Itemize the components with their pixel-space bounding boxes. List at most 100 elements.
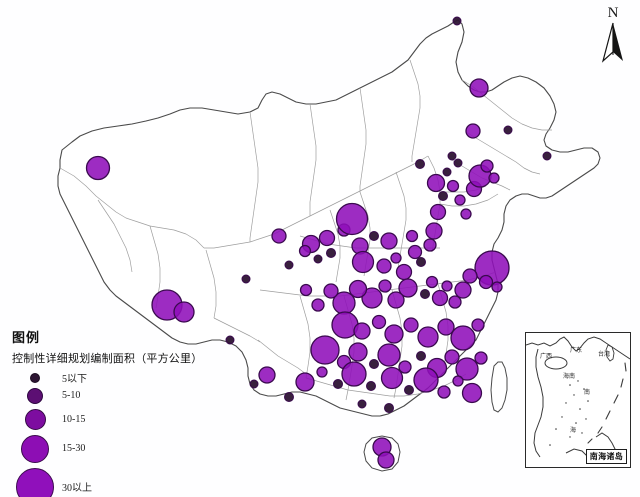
bubble-symbol	[348, 342, 368, 362]
legend-swatch	[12, 465, 58, 497]
bubble-symbol	[448, 295, 462, 309]
bubble-symbol	[271, 228, 287, 244]
bubble-symbol	[398, 278, 418, 298]
bubble-symbol	[426, 173, 446, 193]
bubble-symbol	[369, 231, 379, 241]
inset-title: 南海诸岛	[585, 449, 627, 464]
bubble-symbol	[474, 351, 488, 365]
bubble-symbol	[461, 382, 483, 404]
legend-circle-icon	[27, 387, 43, 404]
legend-circle-icon	[29, 372, 41, 383]
bubble-symbol	[341, 361, 367, 387]
bubble-symbol	[366, 381, 376, 391]
bubble-symbol	[298, 244, 312, 258]
inset-place-label: 广西	[540, 354, 553, 360]
bubble-symbol	[310, 335, 340, 365]
bubble-symbol	[316, 366, 328, 378]
bubble-symbol	[480, 159, 494, 173]
bubble-symbol	[380, 366, 404, 390]
bubble-symbol	[420, 289, 430, 299]
bubble-symbol	[417, 326, 439, 348]
bubble-symbol	[454, 281, 472, 299]
bubble-symbol	[415, 159, 425, 169]
bubble-symbol	[357, 399, 367, 409]
taiwan-outline	[490, 361, 508, 413]
bubble-symbol	[376, 258, 392, 274]
bubble-symbol	[446, 179, 460, 193]
inset-place-label: 广东	[570, 348, 583, 354]
legend-circle-icon	[24, 408, 46, 430]
inset-place-label: 台湾	[598, 352, 611, 358]
legend-label: 10-15	[62, 413, 86, 425]
bubble-symbol	[225, 335, 235, 345]
bubble-symbol	[416, 351, 426, 361]
bubble-symbol	[452, 375, 464, 387]
legend-row: 30以上	[12, 465, 222, 497]
bubble-symbol	[249, 379, 259, 389]
bubble-symbol	[404, 385, 414, 395]
bubble-symbol	[377, 343, 401, 367]
bubble-symbol	[295, 372, 315, 392]
legend-row: 5以下	[12, 370, 222, 385]
bubble-symbol	[403, 317, 419, 333]
bubble-symbol	[471, 318, 485, 332]
bubble-symbol	[348, 279, 368, 299]
bubble-symbol	[454, 194, 466, 206]
bubble-symbol	[442, 167, 452, 177]
bubble-symbol	[444, 349, 460, 365]
bubble-symbol	[441, 280, 453, 292]
legend-label: 15-30	[62, 443, 86, 455]
south-china-sea-inset-map: 广西 广东 台湾 海南南海 南海诸岛	[525, 332, 631, 468]
bubble-symbol	[423, 238, 437, 252]
bubble-symbol	[85, 155, 111, 181]
bubble-symbol	[462, 268, 478, 284]
bubble-symbol	[284, 392, 294, 402]
legend-swatch	[12, 370, 58, 385]
bubble-symbol	[384, 324, 404, 344]
legend-label: 30以上	[62, 483, 92, 495]
bubble-symbol	[371, 314, 387, 330]
bubble-symbol	[384, 403, 394, 413]
bubble-symbol	[353, 322, 371, 340]
bubble-symbol	[491, 281, 503, 293]
bubble-symbol	[318, 229, 336, 247]
bubble-symbol	[469, 78, 489, 98]
china-national-outline	[57, 19, 601, 417]
legend-label: 5以下	[62, 374, 87, 386]
bubble-symbol	[460, 208, 472, 220]
bubble-symbol	[488, 172, 500, 184]
bubble-symbol	[437, 318, 455, 336]
bubble-symbol	[405, 229, 419, 243]
bubble-symbol	[450, 325, 476, 351]
inset-place-label: 海南	[563, 374, 576, 380]
bubble-symbol	[323, 283, 339, 299]
bubble-symbol	[387, 291, 405, 309]
bubble-symbol	[453, 158, 463, 168]
legend-row: 10-15	[12, 406, 222, 432]
bubble-symbol	[542, 151, 552, 161]
legend-swatch	[12, 432, 58, 465]
bubble-symbol	[398, 360, 412, 374]
bubble-symbol	[429, 203, 447, 221]
bubble-symbol	[452, 16, 462, 26]
legend-circle-icon	[21, 434, 49, 463]
bubble-symbol	[395, 263, 413, 281]
bubble-symbol	[335, 202, 369, 236]
bubble-symbol	[173, 301, 195, 323]
bubble-symbol	[431, 289, 449, 307]
north-arrow-icon	[601, 22, 623, 63]
bubble-symbol	[361, 287, 383, 309]
north-arrow: N	[596, 6, 630, 64]
bubble-symbol	[378, 279, 392, 293]
bubble-symbol	[447, 151, 457, 161]
bubble-symbol	[311, 298, 325, 312]
legend-items: 5以下 5-10 10-15 15-30 30以上	[12, 370, 222, 497]
legend-circle-icon	[16, 467, 54, 497]
bubble-symbol	[416, 257, 426, 267]
bubble-symbol	[465, 123, 481, 139]
bubble-symbol	[369, 359, 379, 369]
bubble-symbol	[455, 357, 479, 381]
bubble-symbol	[413, 367, 439, 393]
